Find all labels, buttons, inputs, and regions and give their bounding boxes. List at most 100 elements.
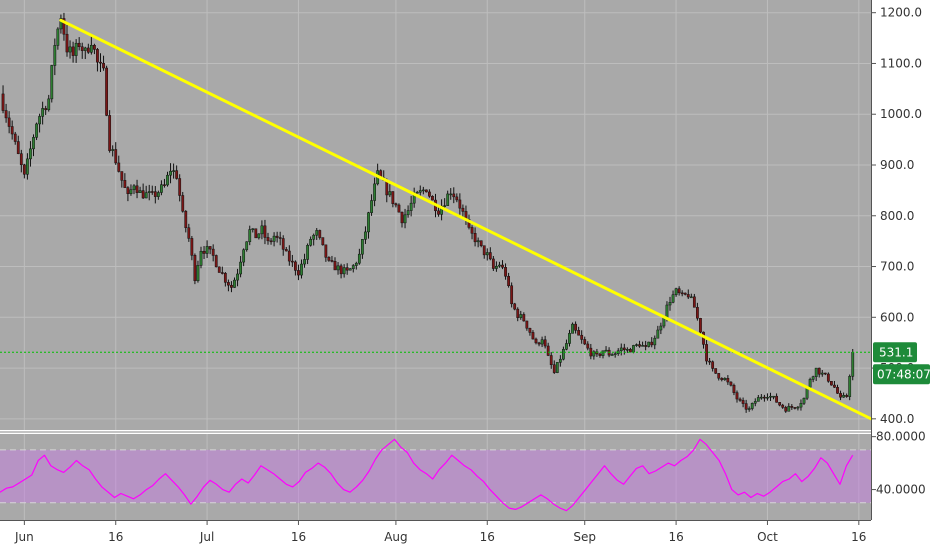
candle-body [480, 241, 482, 246]
candle-body [672, 295, 674, 303]
candle-body [133, 186, 135, 190]
candle-body [815, 368, 817, 377]
candle-body [242, 250, 244, 262]
candle-body [547, 346, 549, 355]
candle-body [334, 261, 336, 270]
candle-body [678, 289, 680, 293]
candle-body [294, 262, 296, 271]
candle-body [644, 345, 646, 346]
candle-body [331, 260, 333, 261]
candle-body [370, 201, 372, 213]
candle [571, 323, 573, 334]
candle-body [319, 230, 321, 237]
candle-body [212, 249, 214, 255]
candle-body [230, 285, 232, 287]
price-axis-label: 700.0 [880, 260, 914, 274]
candle-body [90, 45, 92, 52]
candle [425, 189, 427, 192]
candle-body [297, 270, 299, 275]
candle-body [410, 203, 412, 210]
candle-body [160, 185, 162, 193]
candle-body [166, 175, 168, 185]
candle-body [559, 359, 561, 362]
candle-body [197, 265, 199, 280]
candle-body [373, 184, 375, 201]
candle-body [471, 227, 473, 233]
candle-body [163, 185, 165, 186]
candle-body [791, 406, 793, 407]
candle-body [571, 324, 573, 333]
candle-body [523, 314, 525, 321]
candle-body [2, 94, 4, 111]
candle-body [340, 266, 342, 274]
candle-body [803, 398, 805, 403]
candle [809, 378, 811, 388]
candle-body [203, 251, 205, 253]
time-axis-label: Oct [757, 530, 778, 544]
oscillator-axis-label: 40.0000 [876, 483, 926, 497]
candle-body [11, 127, 13, 135]
candle-body [517, 309, 519, 318]
candle-body [623, 348, 625, 350]
candle-body [236, 274, 238, 280]
candle-body [587, 344, 589, 348]
candle-body [175, 171, 177, 179]
candle-body [724, 378, 726, 379]
candle [218, 266, 220, 272]
candle-body [428, 192, 430, 196]
candle-body [300, 264, 302, 275]
candle-body [684, 293, 686, 294]
time-axis-label: Aug [384, 530, 407, 544]
candle-body [772, 396, 774, 397]
candle-body [425, 190, 427, 192]
candle-body [306, 245, 308, 259]
price-axis-panel [871, 0, 932, 550]
candle-body [364, 232, 366, 239]
candle-body [209, 246, 211, 249]
candle-body [577, 330, 579, 335]
candle-body [443, 206, 445, 207]
candle-body [218, 267, 220, 273]
candle-body [285, 249, 287, 251]
candle-body [599, 354, 601, 356]
candle-body [404, 215, 406, 223]
time-axis-panel [0, 520, 871, 550]
candle-body [325, 245, 327, 257]
candle-body [151, 191, 153, 192]
candle-body [529, 328, 531, 332]
candle-body [182, 195, 184, 211]
candle-body [495, 266, 497, 268]
price-axis-label: 1200.0 [880, 6, 922, 20]
candle-body [57, 29, 59, 45]
candle-body [227, 282, 229, 285]
candle-body [303, 259, 305, 264]
candle-body [102, 63, 104, 68]
candle-body [267, 237, 269, 240]
candle-body [708, 361, 710, 362]
candle-body [69, 47, 71, 52]
candle-body [188, 228, 190, 239]
candle-body [66, 34, 68, 52]
candle-body [401, 212, 403, 223]
candle-body [751, 403, 753, 408]
candle-body [276, 236, 278, 237]
candle-body [233, 280, 235, 287]
candle-body [849, 376, 851, 396]
candle-body [660, 326, 662, 330]
candle-body [453, 194, 455, 197]
candle-body [145, 193, 147, 198]
candle-body [459, 200, 461, 208]
candle-body [833, 385, 835, 387]
candle-body [550, 355, 552, 364]
candle-body [75, 43, 77, 55]
candle-body [124, 180, 126, 187]
candle-body [72, 47, 74, 56]
candle-body [355, 263, 357, 265]
candle-body [108, 115, 110, 150]
candle-body [565, 343, 567, 349]
candle-body [693, 297, 695, 307]
candle [35, 123, 37, 140]
candle-body [367, 213, 369, 232]
candle-body [669, 302, 671, 305]
time-axis-label: 16 [108, 530, 123, 544]
